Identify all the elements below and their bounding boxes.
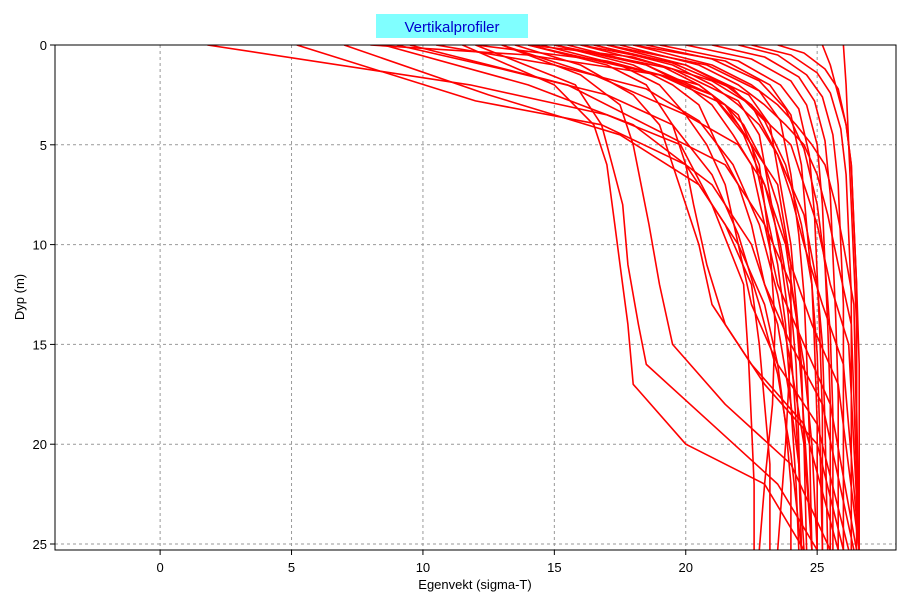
x-tick-label: 15 — [547, 560, 561, 575]
profile-line-39 — [435, 45, 813, 550]
profile-line-33 — [475, 45, 776, 550]
profile-line-6 — [462, 45, 805, 550]
profile-line-25 — [685, 45, 832, 550]
axes — [54, 44, 897, 551]
y-tick-label: 0 — [40, 38, 47, 53]
profile-line-3 — [343, 45, 792, 550]
profile-line-37 — [593, 45, 824, 550]
y-tick-label: 20 — [33, 437, 47, 452]
tick-labels: 0 5 10 15 20 25 0 5 10 15 20 25 — [33, 38, 825, 575]
y-tick-label: 10 — [33, 238, 47, 253]
profile-line-23 — [633, 45, 819, 550]
x-tick-label: 25 — [810, 560, 824, 575]
profile-line-31 — [842, 45, 860, 550]
x-tick-label: 5 — [288, 560, 295, 575]
series-group — [207, 45, 861, 550]
profile-line-7 — [475, 45, 818, 550]
profile-line-40 — [646, 45, 834, 550]
profile-line-1 — [207, 45, 755, 550]
y-tick-label: 5 — [40, 138, 47, 153]
y-tick-label: 15 — [33, 337, 47, 352]
profile-line-26 — [711, 45, 840, 550]
profile-line-11 — [541, 45, 850, 550]
profile-line-28 — [751, 45, 853, 550]
profile-line-22 — [606, 45, 813, 550]
profile-line-18 — [633, 45, 860, 550]
plot-frame — [54, 44, 897, 551]
x-tick-label: 20 — [679, 560, 693, 575]
x-tick-label: 10 — [416, 560, 430, 575]
y-axis-label: Dyp (m) — [12, 274, 27, 320]
x-axis-label: Egenvekt (sigma-T) — [418, 577, 531, 592]
profile-line-35 — [501, 45, 813, 550]
profile-line-27 — [738, 45, 845, 550]
chart-title: Vertikalprofiler — [404, 19, 499, 36]
profile-line-30 — [821, 45, 861, 550]
profile-line-2 — [296, 45, 771, 550]
chart-title-group: Vertikalprofiler — [376, 14, 528, 38]
profile-line-4 — [383, 45, 805, 550]
grid — [55, 44, 896, 550]
x-tick-label: 0 — [157, 560, 164, 575]
profile-line-38 — [396, 45, 803, 550]
y-tick-label: 25 — [33, 537, 47, 552]
profile-line-19 — [527, 45, 800, 550]
profile-line-32 — [370, 45, 792, 550]
chart-title-background — [376, 14, 528, 38]
